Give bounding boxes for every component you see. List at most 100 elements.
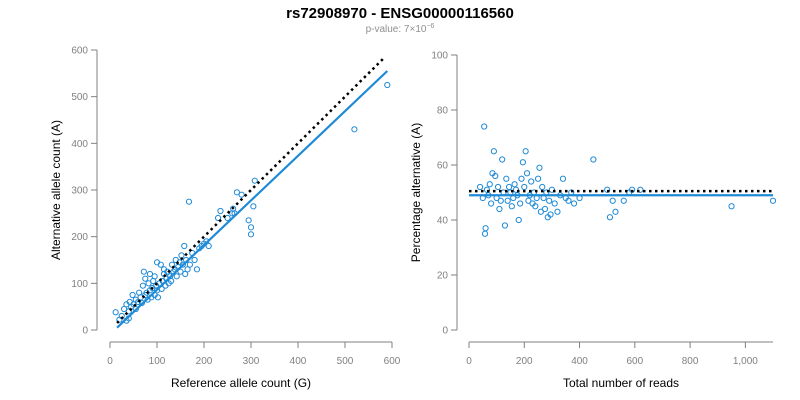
right-data-point xyxy=(612,208,619,215)
left-data-point xyxy=(173,273,180,280)
right-x-tick-label: 0 xyxy=(466,356,472,367)
left-y-tick-label: 500 xyxy=(71,92,88,103)
right-data-point xyxy=(551,200,558,207)
right-data-point xyxy=(497,197,504,204)
right-data-point xyxy=(476,183,484,191)
right-data-point xyxy=(525,197,532,204)
left-y-tick-label: 0 xyxy=(82,326,88,337)
left-data-point xyxy=(140,268,147,275)
right-x-tick-label: 600 xyxy=(626,356,643,367)
right-data-point xyxy=(554,208,561,215)
right-y-tick-label: 60 xyxy=(437,161,449,172)
right-data-point xyxy=(505,183,513,191)
right-data-point xyxy=(522,148,529,155)
right-y-axis-title: Percentage alternative (A) xyxy=(409,123,423,262)
right-data-point xyxy=(511,181,518,188)
left-data-point xyxy=(139,282,146,289)
right-data-point xyxy=(481,230,489,237)
left-x-tick-label: 0 xyxy=(107,356,113,367)
right-x-tick-label: 1,000 xyxy=(733,356,758,367)
right-data-point xyxy=(521,183,528,191)
left-x-tick-label: 500 xyxy=(337,356,354,367)
right-data-point xyxy=(606,214,614,221)
right-data-point xyxy=(548,186,556,193)
allele-count-scatter-panel: 0 100 200 300 400 500 600 0 100 200 300 400 500 600 Re… xyxy=(49,46,401,391)
right-data-point xyxy=(536,164,543,171)
right-data-point xyxy=(496,205,503,213)
left-data-point xyxy=(186,261,193,268)
right-y-tick-label: 20 xyxy=(437,271,449,282)
left-data-point xyxy=(191,256,198,264)
left-y-tick-label: 300 xyxy=(71,186,88,197)
chart-title: rs72908970 - ENSG00000116560 xyxy=(286,5,514,22)
left-expected-ratio-line xyxy=(116,56,386,324)
right-data-point xyxy=(494,183,502,191)
right-x-tick-label: 400 xyxy=(571,356,588,367)
right-data-point xyxy=(532,203,539,210)
right-data-point xyxy=(559,175,567,182)
right-data-point xyxy=(539,183,546,191)
left-data-point xyxy=(177,268,184,275)
pvalue-exponent: −6 xyxy=(426,23,435,30)
left-data-point xyxy=(238,191,245,198)
right-data-point xyxy=(492,172,499,180)
right-x-tick-label: 800 xyxy=(682,356,699,367)
left-data-point xyxy=(217,207,224,215)
left-data-point xyxy=(384,81,391,89)
left-data-point xyxy=(247,231,255,238)
right-data-point xyxy=(483,186,491,193)
left-data-point xyxy=(215,214,222,222)
left-data-point xyxy=(224,214,231,222)
right-data-point xyxy=(519,159,526,166)
right-y-tick-label: 80 xyxy=(437,106,449,117)
left-data-point xyxy=(135,298,142,306)
right-data-point xyxy=(546,197,553,204)
left-data-point xyxy=(132,305,139,313)
left-data-point xyxy=(130,301,137,308)
left-y-tick-label: 400 xyxy=(71,139,88,150)
left-data-point xyxy=(129,291,136,299)
right-data-point xyxy=(528,178,535,185)
right-data-point xyxy=(518,175,525,182)
left-data-point xyxy=(179,261,186,268)
right-data-point xyxy=(482,225,489,232)
right-data-point xyxy=(517,200,524,207)
left-data-point xyxy=(145,280,152,287)
right-data-point xyxy=(609,197,616,204)
right-x-axis-title: Total number of reads xyxy=(563,376,679,390)
right-data-point xyxy=(637,186,644,193)
right-data-point xyxy=(620,197,627,204)
right-data-point xyxy=(541,205,549,213)
right-data-point xyxy=(534,175,542,182)
pvalue-text: p-value: 7×10 xyxy=(365,24,427,35)
right-data-point xyxy=(570,200,578,207)
right-data-point xyxy=(728,203,735,210)
right-data-point xyxy=(488,200,495,207)
left-fitted-line xyxy=(116,70,389,329)
left-data-point xyxy=(247,224,255,231)
right-data-point xyxy=(501,222,509,229)
right-data-point xyxy=(512,186,520,193)
left-data-point xyxy=(168,277,175,285)
right-data-point xyxy=(515,216,522,224)
right-y-tick-label: 100 xyxy=(431,51,448,62)
left-data-point xyxy=(181,242,188,250)
left-data-point xyxy=(193,266,201,273)
left-data-point xyxy=(125,308,132,315)
right-data-point xyxy=(537,208,544,215)
right-data-point xyxy=(490,148,497,155)
right-y-tick-label: 0 xyxy=(442,326,448,337)
right-data-point xyxy=(547,211,554,218)
percentage-scatter-panel: 0 20 40 60 80 100 0 200 400 600 800 1,000 Total numb… xyxy=(409,51,777,390)
left-data-point xyxy=(182,270,189,278)
right-y-tick-label: 40 xyxy=(437,216,449,227)
left-data-point xyxy=(151,273,158,280)
right-data-point xyxy=(590,156,597,163)
left-data-point xyxy=(178,252,185,259)
left-data-point xyxy=(184,266,191,273)
right-data-point xyxy=(503,175,510,182)
left-x-tick-label: 100 xyxy=(149,356,166,367)
left-y-tick-label: 600 xyxy=(71,46,88,57)
left-data-point xyxy=(154,294,162,301)
left-data-point xyxy=(121,305,128,313)
